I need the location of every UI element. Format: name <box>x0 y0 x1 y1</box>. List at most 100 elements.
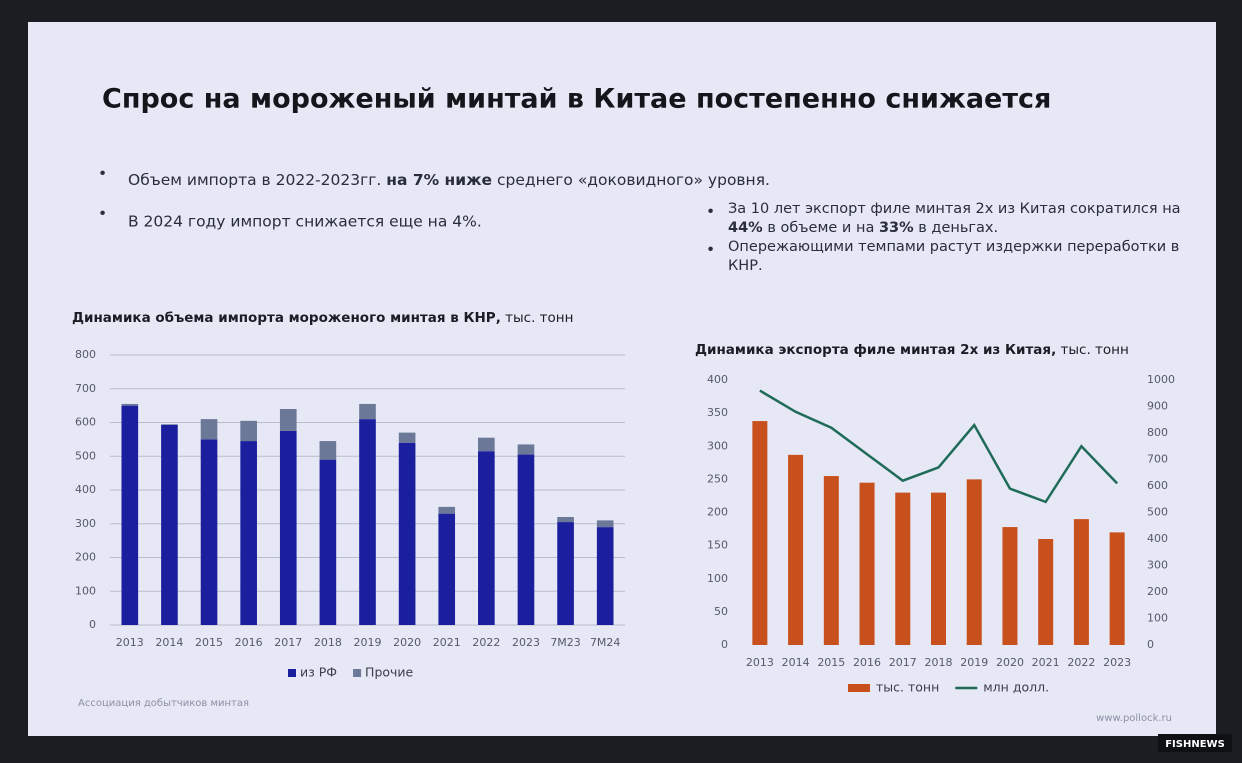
x-tick-label: 2022 <box>472 636 500 649</box>
bullet-block: За 10 лет экспорт филе минтая 2х из Кита… <box>728 200 1198 276</box>
footer-right: www.pollock.ru <box>1096 713 1172 724</box>
text: в деньгах. <box>918 220 999 236</box>
x-tick-label: 2016 <box>853 656 881 669</box>
legend-swatch <box>848 684 870 692</box>
bar <box>121 405 139 625</box>
text: среднего «доковидного» уровня. <box>497 171 770 189</box>
text: в объеме и на <box>767 220 875 236</box>
x-tick-label: 2023 <box>512 636 540 649</box>
x-tick-label: 2015 <box>817 656 845 669</box>
y-tick-label: 100 <box>75 584 96 597</box>
chart-title-main: Динамика объема импорта мороженого минта… <box>72 310 501 326</box>
y-tick-label: 0 <box>721 638 728 651</box>
y2-tick-label: 600 <box>1147 479 1168 492</box>
x-tick-label: 2023 <box>1103 656 1131 669</box>
footer-left: Ассоциация добытчиков минтая <box>78 698 249 709</box>
right-bullets: • За 10 лет экспорт филе минтая 2х из Ки… <box>706 200 1198 276</box>
bar <box>596 527 614 625</box>
bar <box>517 454 535 625</box>
chart-title: Динамика объема импорта мороженого минта… <box>72 310 573 326</box>
bar <box>478 437 495 452</box>
x-tick-label: 2020 <box>393 636 421 649</box>
x-tick-label: 2021 <box>433 636 461 649</box>
bullet: Объем импорта в 2022-2023гг. на 7% ниже … <box>128 171 770 189</box>
y-tick-label: 200 <box>75 551 96 564</box>
y2-tick-label: 0 <box>1147 638 1154 651</box>
y-tick-label: 350 <box>707 406 728 419</box>
legend-label: Прочие <box>365 665 413 680</box>
bullet-dot: • <box>98 165 107 183</box>
chart-title-main: Динамика экспорта филе минтая 2х из Кита… <box>695 342 1056 358</box>
bullet: За 10 лет экспорт филе минтая 2х из Кита… <box>728 200 1198 238</box>
bar <box>319 441 337 460</box>
bar <box>398 442 416 625</box>
y2-tick-label: 1000 <box>1147 373 1175 386</box>
y-tick-label: 600 <box>75 416 96 429</box>
bar <box>279 430 297 625</box>
x-tick-label: 2020 <box>996 656 1024 669</box>
bar <box>279 409 297 431</box>
legend-label: из РФ <box>300 665 337 680</box>
bullet: Опережающими темпами растут издержки пер… <box>728 239 1180 274</box>
y2-tick-label: 300 <box>1147 559 1168 572</box>
bar <box>200 419 218 440</box>
bar <box>895 492 911 645</box>
bar <box>1002 527 1018 645</box>
text-bold: на 7% ниже <box>386 171 492 189</box>
bar <box>823 476 839 645</box>
x-tick-label: 2014 <box>782 656 810 669</box>
y2-tick-label: 100 <box>1147 612 1168 625</box>
x-tick-label: 2016 <box>235 636 263 649</box>
y2-tick-label: 800 <box>1147 426 1168 439</box>
text: За 10 лет экспорт филе минтая 2х из Кита… <box>728 201 1181 217</box>
y-tick-label: 150 <box>707 539 728 552</box>
y-tick-label: 400 <box>707 373 728 386</box>
x-tick-label: 2017 <box>274 636 302 649</box>
y-tick-label: 700 <box>75 382 96 395</box>
x-tick-label: 2018 <box>925 656 953 669</box>
bar <box>859 482 875 645</box>
text-bold: 44% <box>728 220 763 236</box>
bar <box>596 520 614 528</box>
bar <box>478 451 495 625</box>
x-tick-label: 2013 <box>116 636 144 649</box>
x-tick-label: 7M24 <box>590 636 621 649</box>
chart-unit: тыс. тонн <box>1061 342 1129 358</box>
bullet-dot: • <box>706 203 715 221</box>
y-tick-label: 200 <box>707 506 728 519</box>
x-tick-label: 7M23 <box>550 636 581 649</box>
watermark: FISHNEWS <box>1165 739 1225 750</box>
bar <box>788 454 804 645</box>
bar <box>930 492 947 645</box>
bullet-dot: • <box>98 205 107 223</box>
bar <box>1038 539 1054 645</box>
x-tick-label: 2019 <box>354 636 382 649</box>
y-tick-label: 300 <box>75 517 96 530</box>
bar <box>161 424 178 625</box>
bar <box>557 517 574 523</box>
bar <box>121 403 139 406</box>
bar <box>200 439 218 625</box>
text-bold: 33% <box>878 220 914 236</box>
bar <box>240 420 257 442</box>
bar <box>966 479 982 645</box>
x-tick-label: 2018 <box>314 636 342 649</box>
bar <box>557 522 574 625</box>
x-tick-label: 2013 <box>746 656 774 669</box>
y2-tick-label: 400 <box>1147 532 1168 545</box>
legend-swatch <box>353 669 362 677</box>
x-tick-label: 2022 <box>1067 656 1095 669</box>
y-tick-label: 300 <box>707 439 728 452</box>
y-tick-label: 250 <box>707 472 728 485</box>
y-tick-label: 100 <box>707 572 728 585</box>
text: Объем импорта в 2022-2023гг. <box>128 171 381 189</box>
y-tick-label: 500 <box>75 449 96 462</box>
watermark-box <box>1158 734 1232 752</box>
chart-unit: тыс. тонн <box>505 310 573 326</box>
legend-label: тыс. тонн <box>876 680 939 695</box>
bullet-text: За 10 лет экспорт филе минтая 2х из Кита… <box>728 200 1198 276</box>
bar <box>319 459 337 625</box>
legend-label: млн долл. <box>983 680 1049 695</box>
bullet-dot: • <box>706 241 715 259</box>
